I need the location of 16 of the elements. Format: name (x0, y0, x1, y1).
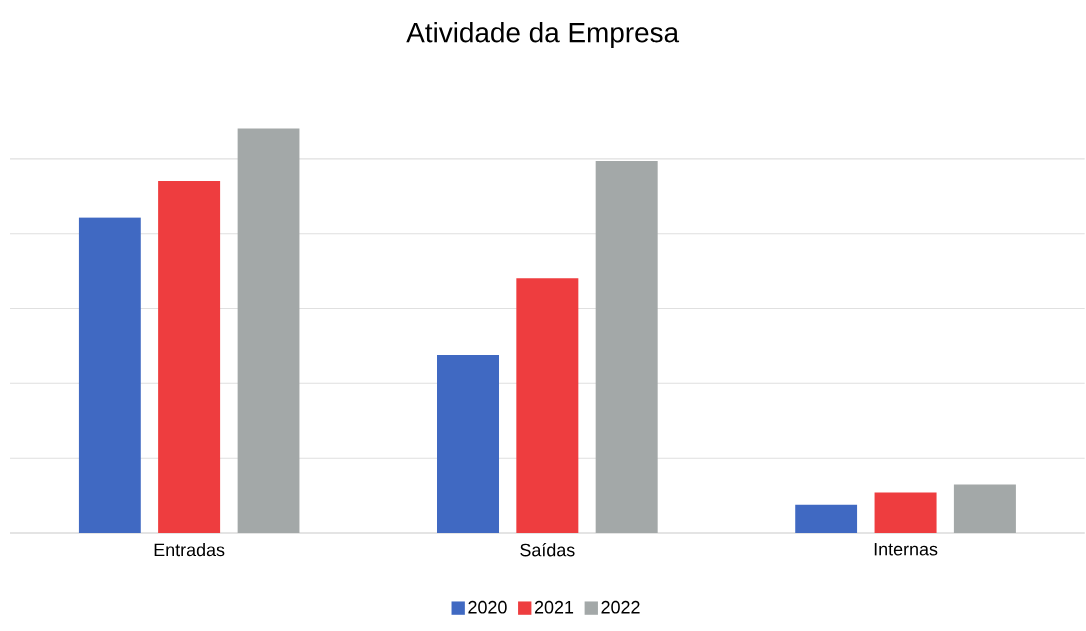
legend-label: 2022 (601, 600, 640, 614)
bar (516, 278, 579, 533)
bar (78, 217, 141, 533)
x-tick-label: Entradas (154, 543, 225, 557)
bar (437, 355, 500, 533)
bar (237, 128, 300, 533)
bar (874, 492, 937, 533)
bar (158, 181, 221, 533)
bar (953, 484, 1016, 533)
bar (595, 160, 658, 533)
bar (795, 504, 858, 533)
legend-label: 2021 (534, 600, 574, 614)
chart-title: Atividade da Empresa (406, 22, 680, 48)
x-tick-label: Internas (874, 543, 938, 556)
x-tick-label: Saídas (520, 543, 575, 557)
legend-label: 2020 (468, 600, 507, 614)
